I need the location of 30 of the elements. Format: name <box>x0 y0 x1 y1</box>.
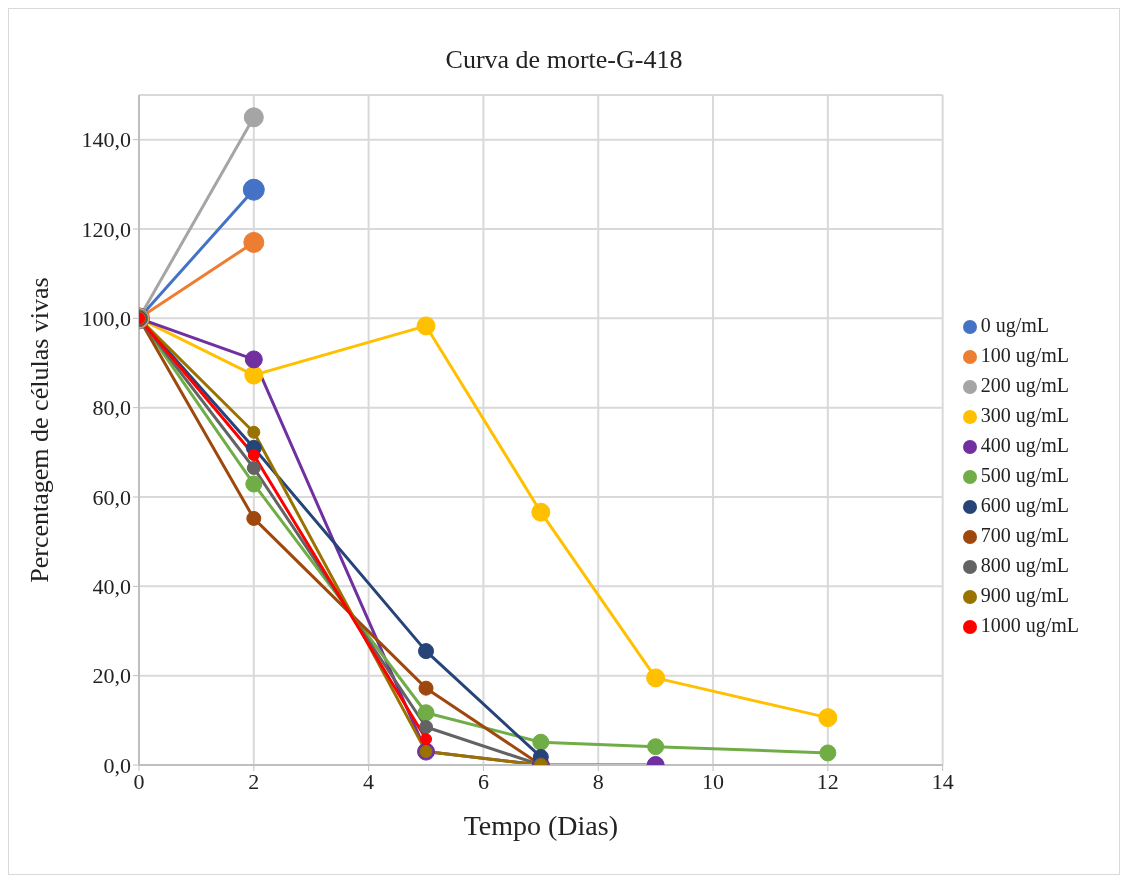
x-tick-label: 4 <box>363 768 375 794</box>
legend-label: 600 ug/mL <box>980 494 1069 516</box>
legend-label: 300 ug/mL <box>980 404 1069 426</box>
x-tick-label: 2 <box>248 768 260 794</box>
legend-label: 800 ug/mL <box>980 554 1069 576</box>
x-tick-label: 14 <box>931 768 954 794</box>
y-tick-label: 60,0 <box>92 484 131 510</box>
y-tick-label: 0,0 <box>103 752 131 778</box>
y-tick-label: 80,0 <box>92 395 131 421</box>
y-axis-title: Percentagem de células vivas <box>25 277 55 583</box>
x-axis-title: Tempo (Dias) <box>463 810 618 841</box>
x-tick-label: 8 <box>592 768 604 794</box>
chart-title: Curva de morte-G-418 <box>444 45 684 75</box>
y-tick-label: 40,0 <box>92 574 131 600</box>
legend-label: 200 ug/mL <box>980 374 1069 396</box>
x-tick-label: 10 <box>702 768 725 794</box>
legend-label: 500 ug/mL <box>980 464 1069 486</box>
y-tick-label: 100,0 <box>81 306 131 332</box>
x-tick-label: 12 <box>816 768 839 794</box>
y-tick-label: 140,0 <box>81 127 131 153</box>
x-tick-label: 0 <box>133 768 145 794</box>
legend-label: 0 ug/mL <box>980 314 1049 336</box>
legend-label: 700 ug/mL <box>980 524 1069 546</box>
x-tick-label: 6 <box>477 768 489 794</box>
legend-label: 900 ug/mL <box>980 584 1069 606</box>
y-tick-label: 120,0 <box>81 216 131 242</box>
legend-label: 400 ug/mL <box>980 434 1069 456</box>
y-tick-label: 20,0 <box>92 663 131 689</box>
legend-label: 1000 ug/mL <box>980 614 1079 636</box>
legend-label: 100 ug/mL <box>980 344 1069 366</box>
